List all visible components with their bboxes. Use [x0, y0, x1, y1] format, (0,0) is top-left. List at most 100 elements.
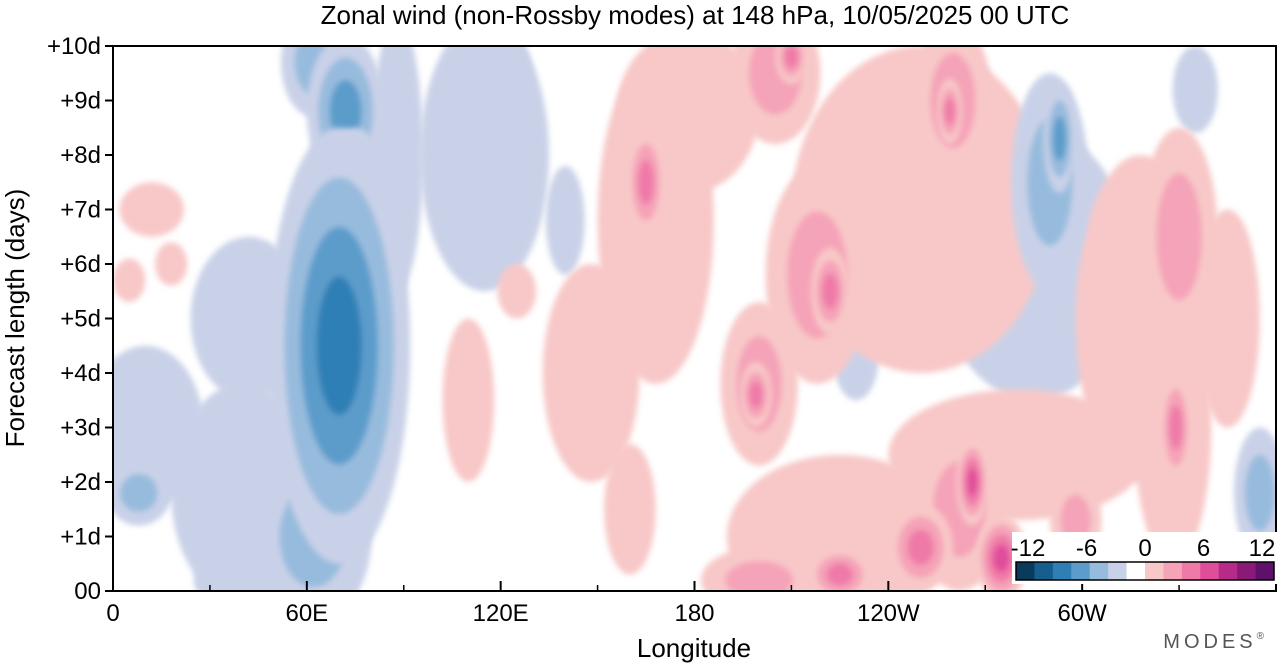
contour-level	[993, 544, 1010, 573]
contour-level	[784, 46, 799, 69]
colorbar-swatch	[1126, 562, 1146, 580]
wind-anomaly-blob	[936, 78, 963, 145]
y-tick-label: +7d	[60, 197, 101, 224]
colorbar-swatch	[1200, 562, 1220, 580]
y-tick-label: +3d	[60, 415, 101, 442]
x-tick-label: 180	[674, 600, 714, 627]
wind-anomaly-blob	[839, 100, 892, 155]
wind-anomaly-blob	[888, 503, 953, 591]
colorbar-swatch	[1016, 562, 1035, 580]
contour-level	[604, 443, 656, 575]
x-tick-label: 120E	[473, 600, 529, 627]
wind-anomaly-blob	[113, 460, 172, 526]
contour-level	[749, 381, 763, 409]
contour-level	[1156, 173, 1202, 301]
x-tick-label: 120W	[857, 600, 920, 627]
wind-anomaly-blob	[500, 46, 533, 128]
colorbar-swatch	[1052, 562, 1072, 580]
contour-level	[113, 258, 146, 303]
y-tick-label: +6d	[60, 251, 101, 278]
colorbar-swatch	[1034, 562, 1054, 580]
wind-anomaly-blob	[700, 547, 818, 591]
contour-level	[442, 318, 495, 482]
contour-field	[113, 46, 1276, 591]
x-axis-ticks: 0 60E 120E 180 120W 60W	[106, 581, 1180, 627]
contour-level	[329, 79, 362, 143]
colorbar-label: 6	[1197, 535, 1210, 562]
contour-level	[944, 97, 956, 125]
contour-level	[316, 276, 362, 416]
wind-anomaly-blob	[604, 443, 656, 575]
colorbar-swatch	[1218, 562, 1238, 580]
wind-anomaly-blob	[807, 547, 873, 591]
x-tick-label: 60E	[285, 600, 328, 627]
y-tick-label: +10d	[47, 33, 101, 60]
contour-level	[1052, 116, 1067, 162]
contour-level	[119, 473, 158, 512]
wind-anomaly-blob	[119, 182, 185, 237]
colorbar-swatch	[1145, 562, 1164, 580]
x-tick-label: 0	[106, 600, 119, 627]
contour-level	[967, 468, 978, 496]
y-axis-label: Forecast length (days)	[0, 189, 30, 448]
wind-anomaly-blob	[545, 165, 585, 275]
colorbar-swatch	[1181, 562, 1201, 580]
colorbar-swatch	[1071, 562, 1091, 580]
colorbar-swatch	[1163, 562, 1183, 580]
contour-level	[1172, 46, 1218, 134]
contour-level	[545, 165, 585, 275]
colorbar: -12 -6 0 6 12	[1011, 532, 1278, 584]
x-tick-label: 60W	[1057, 600, 1107, 627]
y-tick-label: +8d	[60, 142, 101, 169]
contour-level	[1114, 280, 1167, 444]
wind-anomaly-blob	[113, 258, 146, 303]
wind-anomaly-blob	[810, 247, 850, 335]
colorbar-swatch	[1237, 562, 1257, 580]
colorbar-label: -12	[1011, 535, 1046, 562]
colorbar-swatch	[1255, 562, 1275, 580]
brand-mark: ®	[1256, 631, 1264, 642]
colorbar-swatch	[1089, 562, 1109, 580]
contour-level	[500, 46, 533, 128]
y-tick-label: 00	[74, 578, 101, 605]
wind-anomaly-blob	[626, 127, 666, 237]
wind-anomaly-blob	[775, 46, 808, 85]
contour-level	[638, 159, 655, 205]
chart-title: Zonal wind (non-Rossby modes) at 148 hPa…	[321, 0, 1070, 30]
brand-name: MODES	[1163, 631, 1257, 653]
wind-anomaly-blob	[1234, 427, 1276, 559]
wind-anomaly-blob	[739, 362, 773, 428]
y-tick-label: +9d	[60, 88, 101, 115]
wind-anomaly-blob	[442, 318, 495, 482]
contour-level	[1244, 454, 1275, 532]
contour-level	[154, 242, 188, 286]
wind-anomaly-blob	[268, 127, 411, 564]
colorbar-swatch	[1108, 562, 1128, 580]
y-tick-label: +4d	[60, 360, 101, 387]
contour-level	[1169, 405, 1183, 450]
colorbar-frame	[1015, 561, 1275, 581]
contour-level	[907, 529, 934, 566]
y-tick-label: +5d	[60, 306, 101, 333]
contour-level	[839, 100, 892, 155]
contour-level	[822, 273, 839, 310]
contour-level	[725, 561, 794, 591]
wind-anomaly-blob	[1114, 280, 1167, 444]
wind-anomaly-blob	[497, 264, 537, 319]
contour-level	[497, 264, 537, 319]
wind-anomaly-blob	[1043, 84, 1076, 194]
y-tick-label: +2d	[60, 469, 101, 496]
brand-logo: MODES®	[1163, 631, 1264, 654]
colorbar-label: -6	[1076, 535, 1097, 562]
contour-level	[826, 563, 854, 586]
wind-anomaly-blob	[1140, 127, 1218, 346]
y-axis-ticks: 00 +1d +2d +3d +4d +5d +6d +7d +8d +9d +10d	[47, 33, 113, 605]
colorbar-label: 12	[1249, 535, 1276, 562]
wind-anomaly-blob	[1172, 46, 1218, 134]
wind-anomaly-blob	[154, 242, 188, 286]
y-tick-label: +1d	[60, 524, 101, 551]
wind-anomaly-blob	[1159, 373, 1193, 482]
wind-anomaly-blob	[956, 438, 989, 526]
contour-level	[119, 182, 185, 237]
